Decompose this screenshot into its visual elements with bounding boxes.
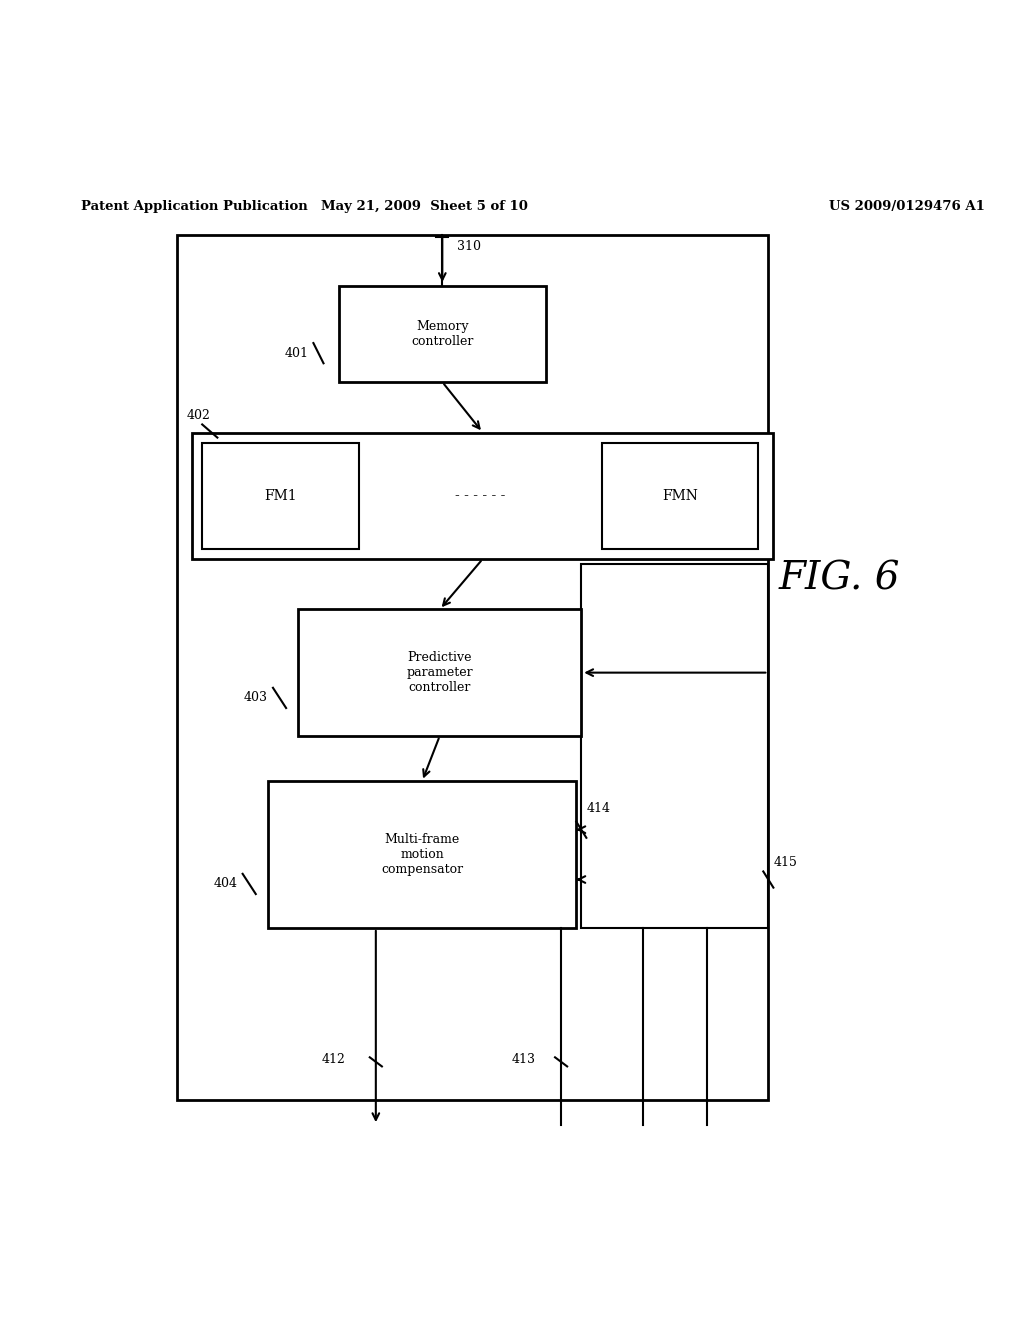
FancyBboxPatch shape xyxy=(298,610,582,735)
Text: May 21, 2009  Sheet 5 of 10: May 21, 2009 Sheet 5 of 10 xyxy=(322,201,528,213)
Text: 401: 401 xyxy=(285,347,308,359)
Text: FMN: FMN xyxy=(662,488,697,503)
Text: 412: 412 xyxy=(322,1053,345,1065)
Text: 310: 310 xyxy=(458,240,481,253)
Text: FM1: FM1 xyxy=(264,488,297,503)
FancyBboxPatch shape xyxy=(193,433,773,558)
Text: FIG. 6: FIG. 6 xyxy=(778,561,900,598)
FancyBboxPatch shape xyxy=(268,781,577,928)
FancyBboxPatch shape xyxy=(177,235,768,1100)
Text: Memory
controller: Memory controller xyxy=(411,319,473,348)
Text: US 2009/0129476 A1: US 2009/0129476 A1 xyxy=(829,201,985,213)
FancyBboxPatch shape xyxy=(202,442,358,549)
FancyBboxPatch shape xyxy=(601,442,758,549)
Text: 415: 415 xyxy=(773,857,798,870)
Text: Predictive
parameter
controller: Predictive parameter controller xyxy=(407,651,473,694)
Text: Multi-frame
motion
compensator: Multi-frame motion compensator xyxy=(381,833,463,876)
Text: 414: 414 xyxy=(587,801,610,814)
Text: 413: 413 xyxy=(512,1053,536,1065)
Text: - - - - - -: - - - - - - xyxy=(455,488,506,503)
FancyBboxPatch shape xyxy=(582,564,768,928)
Text: 404: 404 xyxy=(214,878,238,891)
Text: 402: 402 xyxy=(187,409,211,422)
Text: 403: 403 xyxy=(244,692,268,705)
Text: Patent Application Publication: Patent Application Publication xyxy=(81,201,307,213)
FancyBboxPatch shape xyxy=(339,286,546,381)
